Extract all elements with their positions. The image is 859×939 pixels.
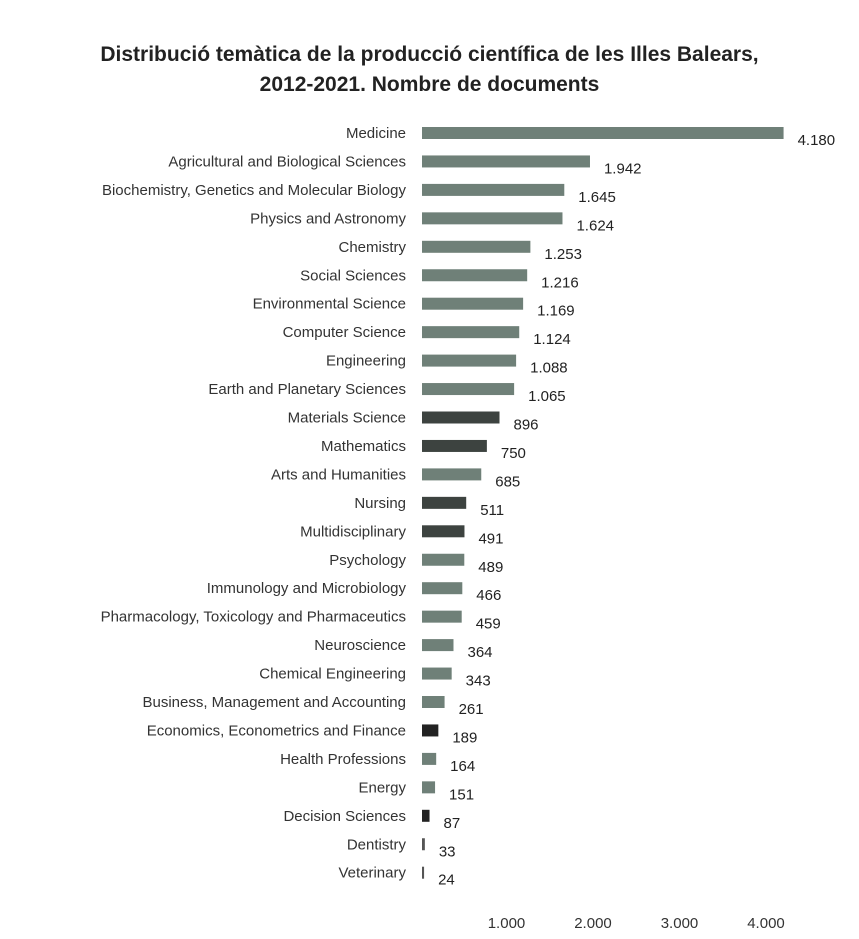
chart-title: Distribució temàtica de la producció cie… [100,43,759,66]
value-label: 1.253 [544,246,582,263]
value-label: 466 [476,587,501,604]
value-label: 685 [495,473,520,490]
chart-subtitle: 2012-2021. Nombre de documents [259,73,600,96]
bar [422,212,563,225]
value-label: 343 [466,673,491,690]
value-label: 1.942 [604,160,642,177]
category-label: Arts and Humanities [271,466,406,483]
bar [422,667,452,680]
category-label: Veterinary [338,865,406,882]
category-label: Decision Sciences [283,808,406,825]
category-label: Energy [358,779,406,796]
value-label: 459 [476,616,501,633]
bar [422,553,465,566]
bar [422,127,784,139]
bar [422,838,425,851]
value-label: 1.216 [541,274,579,291]
bar [422,866,425,879]
value-label: 4.180 [798,132,836,149]
x-tick-label: 3.000 [661,915,699,932]
bar [422,297,524,310]
category-label: Pharmacology, Toxicology and Pharmaceuti… [101,609,406,626]
value-label: 33 [439,843,456,860]
bar [422,155,590,168]
category-label: Mathematics [321,438,406,455]
category-label: Psychology [329,552,406,569]
category-label: Business, Management and Accounting [142,694,406,711]
value-label: 364 [467,644,492,661]
value-label: 1.088 [530,360,568,377]
category-label: Chemical Engineering [259,666,406,683]
value-label: 1.065 [528,388,566,405]
category-label: Health Professions [280,751,406,768]
bar [422,809,430,822]
bar [422,240,531,253]
category-label: Multidisciplinary [300,523,406,540]
category-label: Nursing [354,495,406,512]
category-label: Economics, Econometrics and Finance [147,722,406,739]
bar [422,525,465,538]
category-label: Medicine [346,125,406,142]
x-tick-label: 4.000 [747,915,785,932]
category-label: Environmental Science [253,296,406,313]
value-label: 87 [444,815,461,832]
value-label: 151 [449,786,474,803]
bar [422,582,463,595]
value-label: 1.169 [537,303,575,320]
value-label: 1.645 [578,189,616,206]
bar [422,468,482,481]
category-label: Biochemistry, Genetics and Molecular Bio… [102,182,407,199]
bar [422,752,437,765]
category-label: Earth and Planetary Sciences [208,381,406,398]
value-label: 489 [478,559,503,576]
bar [422,724,439,737]
value-label: 24 [438,872,455,889]
chart-title-block: Distribució temàtica de la producció cie… [0,40,859,100]
value-label: 750 [501,445,526,462]
x-tick-label: 2.000 [574,915,612,932]
category-label: Computer Science [283,324,406,341]
bar [422,639,454,652]
value-label: 261 [459,701,484,718]
category-label: Agricultural and Biological Sciences [168,153,406,170]
category-label: Materials Science [288,410,406,427]
bar [422,354,517,367]
value-label: 896 [514,417,539,434]
bar [422,326,520,339]
value-label: 1.124 [533,331,571,348]
category-label: Dentistry [347,836,407,853]
x-tick-label: 1.000 [488,915,526,932]
value-label: 1.624 [576,217,614,234]
value-label: 511 [480,502,504,519]
value-label: 189 [452,729,477,746]
value-label: 164 [450,758,475,775]
bar [422,383,515,396]
category-label: Chemistry [338,239,406,256]
category-label: Social Sciences [300,267,406,284]
bar [422,183,565,196]
value-label: 491 [478,530,503,547]
bar [422,411,500,424]
bar [422,696,445,708]
bar [422,269,528,282]
category-label: Engineering [326,353,406,370]
category-label: Physics and Astronomy [250,210,406,227]
bar [422,781,436,794]
bar [422,439,487,452]
category-label: Immunology and Microbiology [207,580,407,597]
category-label: Neuroscience [314,637,406,654]
bar [422,496,467,509]
bar [422,610,462,623]
